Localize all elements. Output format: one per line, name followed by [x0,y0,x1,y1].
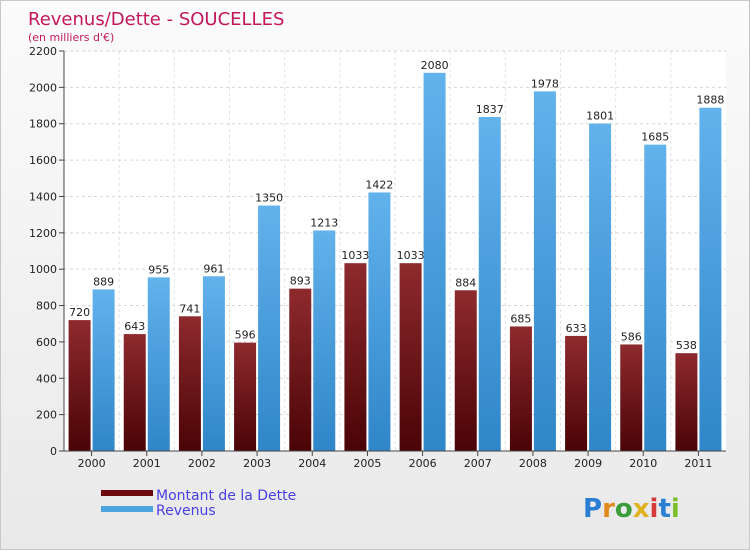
data-label-revenus: 1213 [310,216,338,229]
y-tick-label: 1600 [29,154,57,167]
bar-revenus [699,107,722,452]
bar-revenus [147,277,170,451]
bar-dette [620,344,643,451]
x-tick-label: 2004 [298,457,326,470]
x-tick-label: 2010 [629,457,657,470]
legend-label-revenus: Revenus [156,503,216,519]
proxiti-logo: Proxiti [583,494,680,524]
y-tick-label: 200 [36,409,57,422]
data-label-dette: 596 [235,329,256,342]
chart-title: Revenus/Dette - SOUCELLES [28,9,284,30]
data-label-dette: 538 [676,339,697,352]
data-label-dette: 643 [124,320,145,333]
legend: Montant de la Dette Revenus [101,488,296,519]
bars: 720 889 643 955 741 961 596 1350 893 1213 1033 1422… [68,59,724,452]
bar-dette [675,353,698,451]
x-tick-label: 2002 [188,457,216,470]
data-label-dette: 893 [290,275,311,288]
data-label-dette: 586 [621,330,642,343]
bar-dette [234,342,257,451]
x-tick-label: 2011 [684,457,712,470]
data-label-revenus: 1978 [531,77,559,90]
y-tick-label: 1200 [29,227,57,240]
grid [64,50,726,452]
axes: 0 200 400 600 800 1000 1200 1400 1600 1800 2000 220… [29,45,726,470]
logo-text: Proxiti [583,494,680,524]
data-label-dette: 1033 [397,249,425,262]
logo-letter: t [658,494,670,524]
data-label-revenus: 1888 [696,94,724,107]
data-label-revenus: 2080 [421,59,449,72]
bar-dette [123,334,146,451]
bar-revenus [368,192,391,452]
bar-dette [454,290,477,451]
data-label-revenus: 1837 [476,103,504,116]
bar-revenus [533,91,556,451]
x-tick-label: 2009 [574,457,602,470]
data-label-revenus: 1801 [586,110,614,123]
data-label-revenus: 1350 [255,192,283,205]
data-label-revenus: 1685 [641,131,669,144]
y-tick-label: 0 [50,445,57,458]
x-tick-label: 2005 [353,457,381,470]
data-label-dette: 1033 [341,249,369,262]
bar-dette [399,263,422,451]
y-tick-label: 2200 [29,45,57,58]
y-tick-label: 600 [36,336,57,349]
bar-revenus [92,289,115,451]
y-tick-label: 1400 [29,190,57,203]
x-tick-label: 2001 [133,457,161,470]
bar-dette [565,335,588,451]
data-label-revenus: 955 [148,263,169,276]
bar-dette [289,288,312,451]
data-label-dette: 633 [566,322,587,335]
legend-swatch-revenus [101,506,153,512]
logo-letter: i [671,494,680,524]
bar-dette [178,316,201,451]
y-tick-label: 400 [36,372,57,385]
logo-letter: o [615,494,633,524]
x-tick-label: 2000 [78,457,106,470]
data-label-dette: 884 [455,276,476,289]
x-tick-label: 2008 [519,457,547,470]
logo-letter: P [583,494,602,524]
data-label-dette: 685 [510,312,531,325]
bar-revenus [589,123,612,451]
chart-subtitle: (en milliers d'€) [28,31,114,44]
y-tick-label: 800 [36,300,57,313]
data-label-dette: 720 [69,306,90,319]
legend-label-debt: Montant de la Dette [156,488,296,504]
logo-letter: x [633,494,650,524]
data-label-revenus: 1422 [365,178,393,191]
y-tick-label: 1000 [29,263,57,276]
y-tick-label: 1800 [29,118,57,131]
data-label-revenus: 961 [203,262,224,275]
bar-revenus [478,117,501,451]
x-tick-label: 2007 [464,457,492,470]
logo-letter: r [602,494,615,524]
legend-swatch-debt [101,490,153,496]
data-label-dette: 741 [179,302,200,315]
bar-dette [509,326,532,451]
bar-revenus [258,205,281,451]
bar-revenus [313,230,336,451]
x-tick-label: 2003 [243,457,271,470]
bar-revenus [644,144,667,452]
bar-dette [68,320,91,451]
x-tick-label: 2006 [409,457,437,470]
y-tick-label: 2000 [29,81,57,94]
data-label-revenus: 889 [93,275,114,288]
bar-revenus [202,276,225,451]
logo-letter: i [650,494,659,524]
bar-dette [344,263,367,451]
bar-revenus [423,72,446,452]
